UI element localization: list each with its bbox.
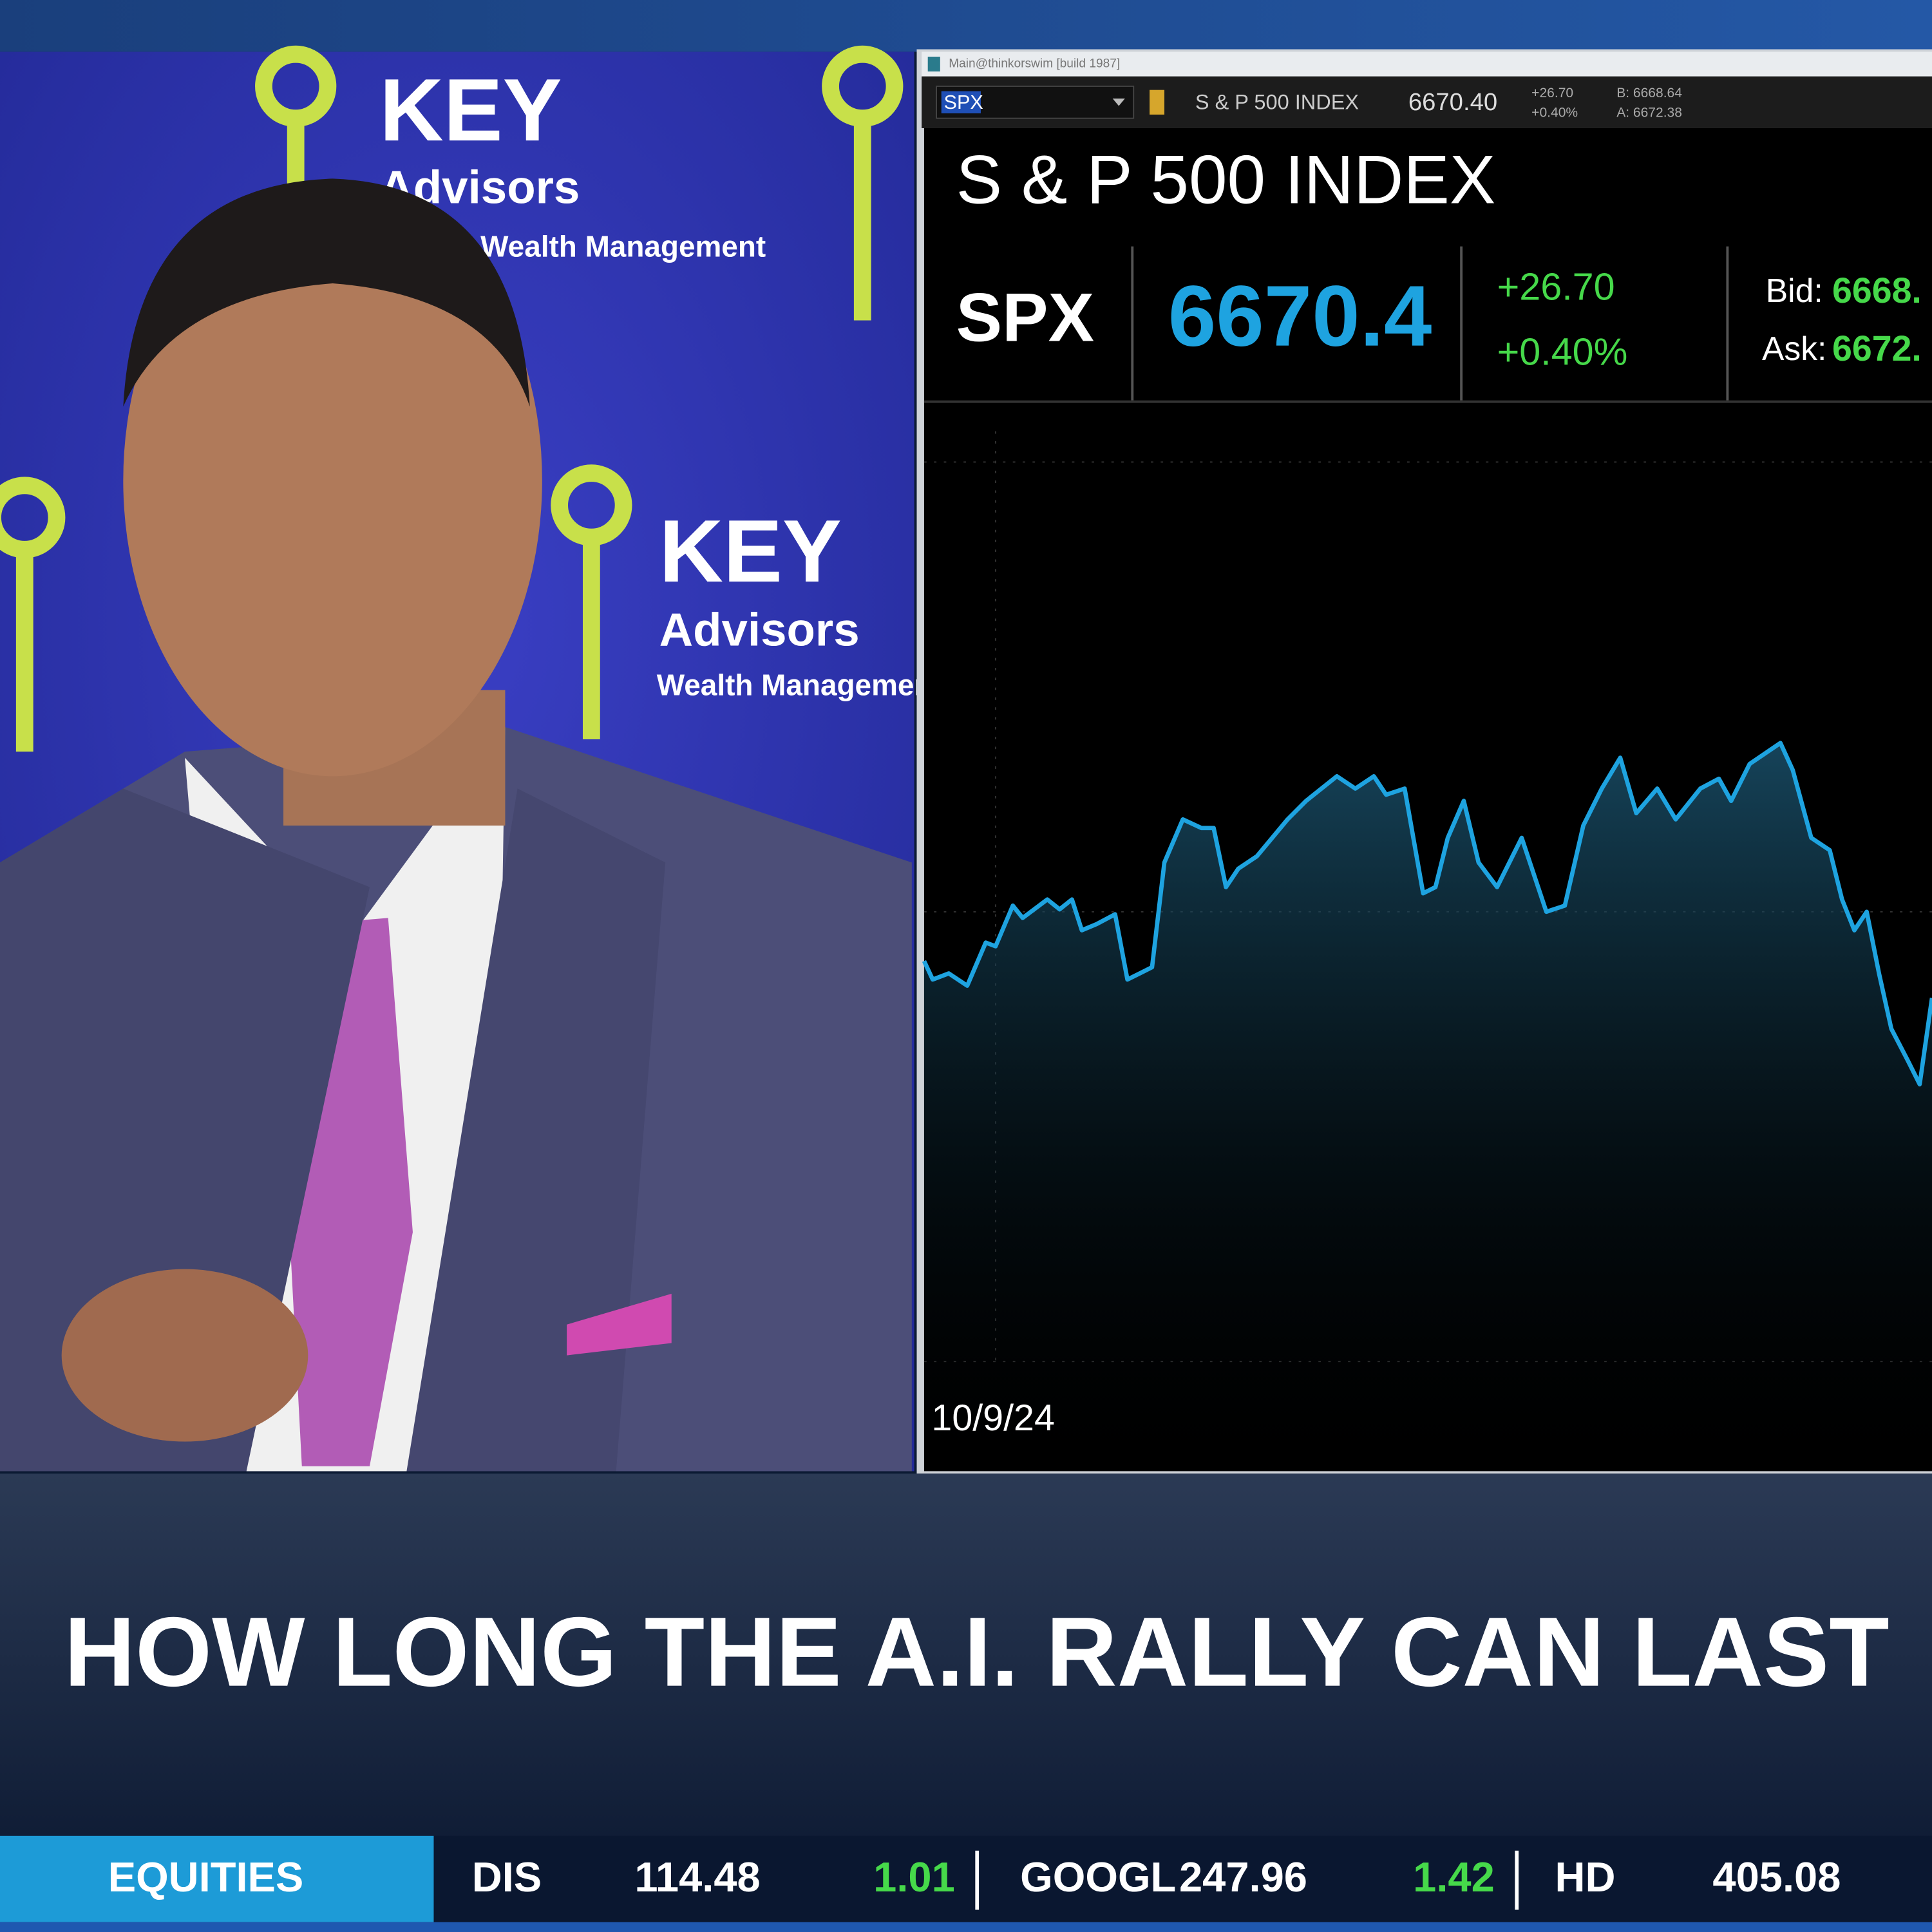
video-panel: KEY Advisors Wealth Management KEY Advis… xyxy=(0,45,942,1472)
bottom-strip xyxy=(0,1922,1932,1932)
pocket-square xyxy=(567,1293,672,1356)
backdrop-tagline: Wealth Management xyxy=(657,668,942,702)
backdrop-sub: Advisors xyxy=(659,604,860,656)
quote-symbol: SPX xyxy=(956,279,1094,356)
symbol-input-text: SPX xyxy=(944,91,983,113)
ticker-price: 114.48 xyxy=(634,1853,760,1900)
lower-third xyxy=(0,1473,1932,1836)
ask-value: 6672. xyxy=(1832,328,1922,368)
quote-change-pct: +0.40% xyxy=(1497,330,1628,374)
backdrop-brand: KEY xyxy=(659,502,842,601)
ticker-section-box xyxy=(0,1835,434,1922)
ticker-symbol: DIS xyxy=(472,1853,542,1900)
face xyxy=(123,184,542,777)
platform-panel: Main@thinkorswim [build 1987] SPX S & P … xyxy=(916,49,1932,1474)
headline: HOW LONG THE A.I. RALLY CAN LAST xyxy=(64,1597,1889,1707)
hair xyxy=(123,178,530,407)
ticker-symbol: GOOGL xyxy=(1020,1853,1176,1900)
toolbar-ask: A: 6672.38 xyxy=(1616,106,1682,120)
ticker-section: EQUITIES xyxy=(108,1853,304,1900)
ticker-symbol: HD xyxy=(1555,1853,1616,1900)
window-titlebar xyxy=(922,52,1932,77)
ticker-change: 1.42 xyxy=(1413,1853,1495,1900)
ticker-items: DIS 114.48 1.01 GOOGL 247.96 1.42 HD 405… xyxy=(472,1850,1841,1910)
symbol-selection xyxy=(941,91,981,114)
backdrop-brand: KEY xyxy=(379,61,562,160)
toolbar-last: 6670.40 xyxy=(1408,88,1497,116)
quote-title: S & P 500 INDEX xyxy=(956,140,1496,218)
app-icon xyxy=(927,57,940,71)
bid-value: 6668. xyxy=(1832,270,1922,310)
price-area xyxy=(923,743,1932,1466)
ask-label: Ask: xyxy=(1762,330,1826,367)
price-line xyxy=(922,741,1932,1087)
toolbar-name: S & P 500 INDEX xyxy=(1195,90,1359,113)
ticker-price: 247.96 xyxy=(1179,1853,1307,1900)
window-title: Main@thinkorswim [build 1987] xyxy=(949,57,1120,71)
quote-change: +26.70 xyxy=(1497,265,1615,308)
ticker-price: 405.08 xyxy=(1712,1853,1841,1900)
hand xyxy=(61,1269,308,1442)
toolbar-change-pct: +0.40% xyxy=(1531,106,1578,120)
ticker-change: 1.01 xyxy=(873,1853,955,1900)
quote-last: 6670.4 xyxy=(1168,269,1432,365)
top-strip xyxy=(0,0,1932,52)
toolbar-bid: B: 6668.64 xyxy=(1616,86,1682,100)
help-icon[interactable] xyxy=(1150,90,1165,115)
backdrop-tagline: Wealth Management xyxy=(480,230,766,263)
chart-start-date: 10/9/24 xyxy=(931,1397,1054,1439)
dropdown-arrow[interactable] xyxy=(1112,99,1125,106)
key-logos xyxy=(0,45,904,752)
lapel xyxy=(406,788,666,1472)
bid-label: Bid: xyxy=(1766,272,1823,309)
toolbar-change: +26.70 xyxy=(1531,86,1573,100)
